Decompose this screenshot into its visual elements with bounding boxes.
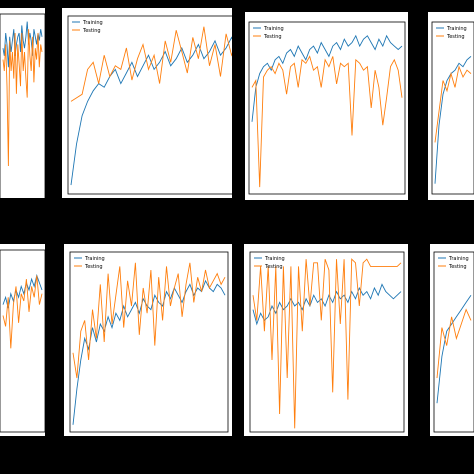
- plot-frame: [0, 249, 45, 433]
- series-line-testing: [251, 55, 403, 188]
- legend-label-training: Training: [263, 26, 284, 32]
- chart-svg: Training Testing: [69, 251, 229, 433]
- plot-frame: [249, 251, 405, 433]
- series-line-testing: [434, 65, 472, 143]
- chart-svg: Training Testing: [431, 21, 474, 195]
- legend-label-testing: Testing: [446, 34, 465, 40]
- subplot-training-testing-6: Training Testing: [64, 244, 232, 436]
- series-line-testing: [436, 308, 472, 379]
- series-line-training: [72, 279, 226, 425]
- chart-svg: Training Testing: [67, 15, 232, 195]
- subplot-training-testing-3: Training Testing: [245, 12, 408, 200]
- series-line-testing: [2, 275, 43, 349]
- plot-frame: [69, 251, 229, 433]
- plot-frame: [0, 13, 45, 198]
- series-line-training: [436, 294, 472, 404]
- legend-label-testing: Testing: [264, 264, 283, 270]
- plot-frame: [433, 251, 474, 433]
- legend-label-training: Training: [82, 20, 103, 26]
- legend-label-training: Training: [84, 256, 105, 262]
- plot-frame: [248, 21, 406, 195]
- series-line-training: [2, 273, 43, 309]
- legend-label-training: Training: [264, 256, 285, 262]
- chart-svg: [0, 249, 45, 433]
- legend-label-testing: Testing: [448, 264, 467, 270]
- chart-svg: Training Testing: [249, 251, 405, 433]
- series-line-testing: [70, 26, 232, 102]
- plot-frame: [431, 21, 474, 195]
- legend-label-testing: Testing: [263, 34, 282, 40]
- series-line-testing: [252, 258, 402, 429]
- chart-svg: Training Testing: [248, 21, 406, 195]
- series-line-testing: [72, 262, 226, 379]
- legend-label-testing: Testing: [84, 264, 103, 270]
- series-line-training: [434, 56, 472, 184]
- legend-label-training: Training: [448, 256, 469, 262]
- subplot-training-testing-4: Training Testing: [428, 12, 474, 200]
- plot-frame: [67, 15, 232, 195]
- series-line-testing: [2, 29, 43, 167]
- legend-label-testing: Testing: [82, 28, 101, 34]
- chart-svg: Training Testing: [433, 251, 474, 433]
- subplot-training-testing-7: Training Testing: [244, 244, 408, 436]
- subplot-training-testing-8: Training Testing: [430, 244, 474, 436]
- subplot-training-testing-2: Training Testing: [62, 8, 232, 198]
- legend-label-training: Training: [446, 26, 467, 32]
- subplot-training-testing-1: 80100: [0, 8, 45, 198]
- series-line-training: [251, 34, 403, 122]
- series-line-training: [70, 36, 232, 186]
- subplot-training-testing-5: [0, 244, 45, 436]
- series-line-training: [252, 283, 402, 326]
- chart-svg: 80100: [0, 13, 45, 198]
